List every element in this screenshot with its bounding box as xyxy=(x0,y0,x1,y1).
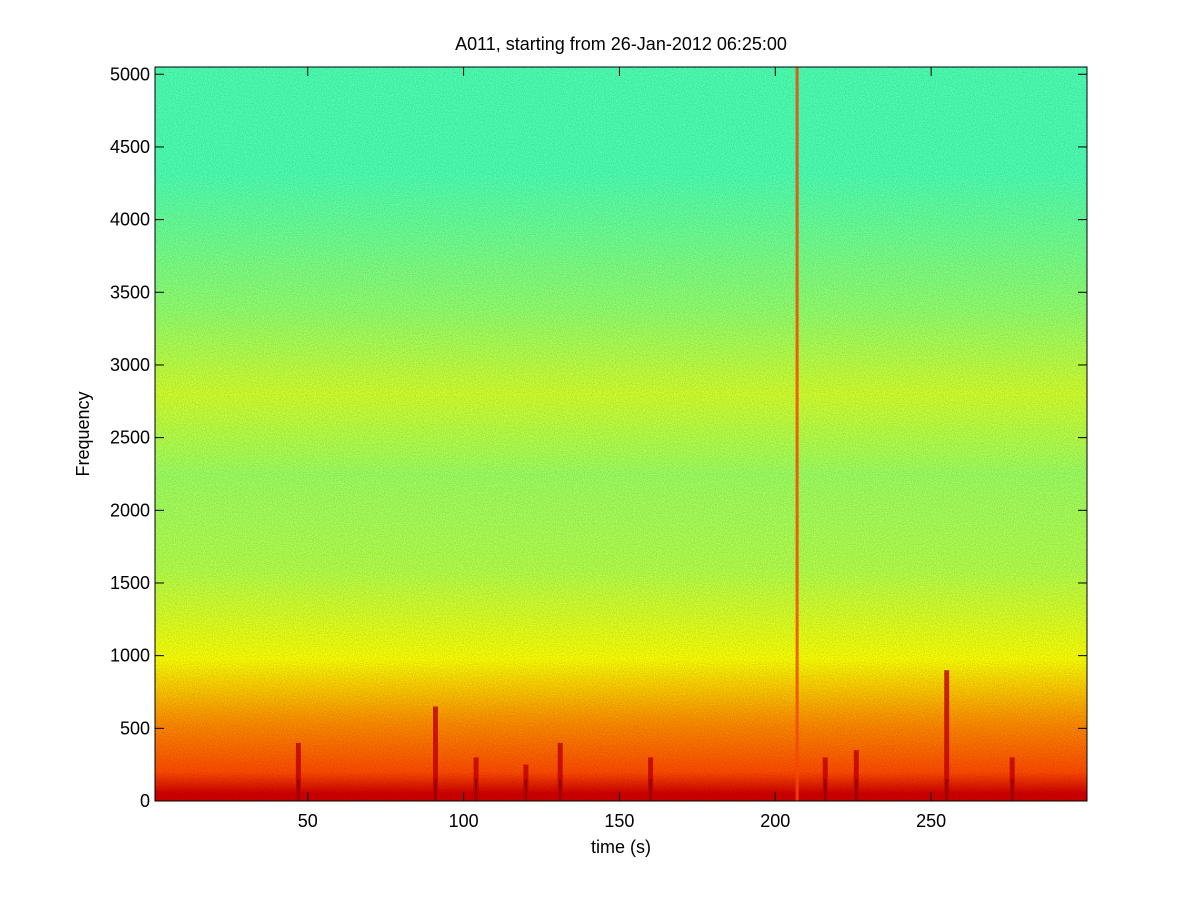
y-tick-label: 4500 xyxy=(110,137,150,157)
x-tick-label: 100 xyxy=(449,811,479,831)
x-tick-label: 250 xyxy=(916,811,946,831)
x-tick-label: 200 xyxy=(760,811,790,831)
y-tick-label: 1500 xyxy=(110,573,150,593)
x-axis-label: time (s) xyxy=(591,837,651,857)
axes-frame xyxy=(154,66,1088,802)
y-axis-label: Frequency xyxy=(73,391,93,476)
y-tick-label: 3500 xyxy=(110,282,150,302)
y-tick-label: 2000 xyxy=(110,500,150,520)
x-axis-ticks: 50 100 150 200 250 xyxy=(298,67,946,831)
x-tick-label: 50 xyxy=(298,811,318,831)
chart-title: A011, starting from 26-Jan-2012 06:25:00 xyxy=(455,34,787,54)
x-tick-label: 150 xyxy=(604,811,634,831)
y-tick-label: 2500 xyxy=(110,428,150,448)
y-tick-label: 3000 xyxy=(110,355,150,375)
y-tick-label: 0 xyxy=(140,791,150,811)
y-tick-label: 4000 xyxy=(110,210,150,230)
y-tick-label: 5000 xyxy=(110,64,150,84)
noise-texture xyxy=(155,67,1087,801)
y-tick-label: 1000 xyxy=(110,646,150,666)
y-tick-label: 500 xyxy=(120,718,150,738)
plot-area xyxy=(155,67,1087,801)
y-axis-ticks: 0 500 1000 1500 2000 2500 3000 3500 4000 4500 5000 xyxy=(110,64,1087,811)
